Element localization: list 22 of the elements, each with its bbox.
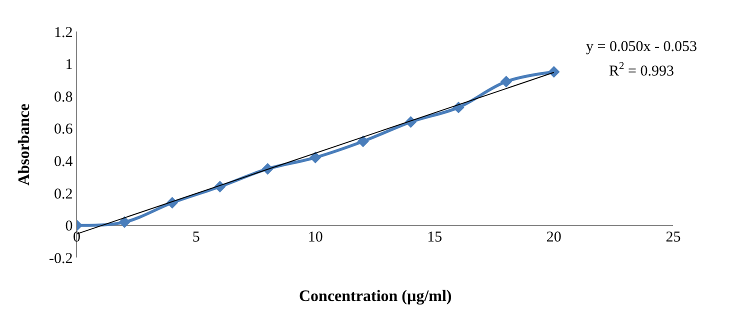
point: [118, 216, 130, 228]
y-tick-label: 1: [65, 57, 73, 74]
annotation: R$^{2}$ = 0.993: [609, 61, 674, 80]
annotation: y = 0.050x - 0.053: [586, 39, 697, 55]
x-tick-label: 25: [666, 229, 681, 246]
x-tick-label: 10: [308, 229, 323, 246]
point: [357, 136, 369, 148]
x-tick-label: 15: [427, 229, 442, 246]
x-tick-label: 5: [192, 229, 200, 246]
point: [548, 66, 560, 78]
y-tick-label: 0: [65, 218, 73, 235]
y-tick-label: 0.4: [54, 154, 74, 170]
y-tick-label: 1.2: [54, 24, 73, 41]
y-axis-title: Absorbance: [16, 104, 33, 186]
x-tick-label: 20: [546, 229, 562, 246]
y-tick-label: 0.6: [54, 122, 74, 138]
point: [500, 76, 512, 88]
x-axis-title: Concentration (µg/ml): [299, 288, 452, 305]
point: [310, 152, 322, 164]
y-tick-label: -0.2: [49, 250, 73, 267]
y-tick-label: 0.2: [54, 186, 73, 202]
y-tick-label: 0.8: [54, 89, 73, 106]
